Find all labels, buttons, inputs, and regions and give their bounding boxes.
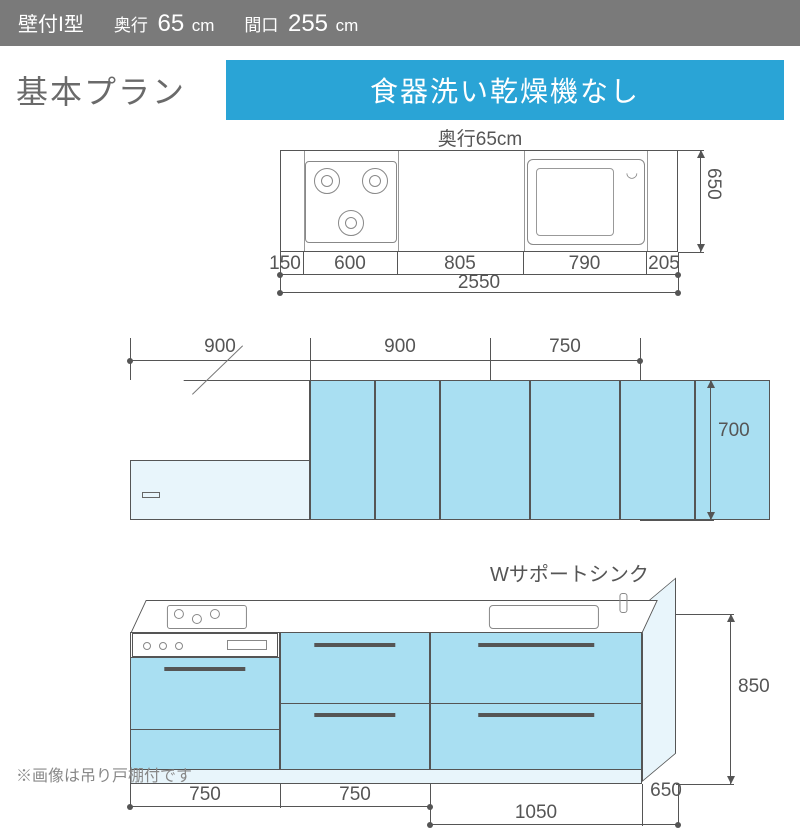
upper-cabinets xyxy=(130,380,640,520)
dim-lower-850: 850 xyxy=(738,676,770,698)
faucet-icon: ◡ xyxy=(626,164,638,181)
dim-lower-1050: 1050 xyxy=(430,802,642,824)
stove-controls xyxy=(132,633,278,657)
dim-upper-750: 750 xyxy=(490,336,640,358)
cooktop-icon xyxy=(305,161,397,243)
depth-caption: 奥行65cm xyxy=(400,124,560,151)
option-badge: 食器洗い乾燥機なし xyxy=(226,60,784,120)
upper-panel xyxy=(530,380,620,520)
dim-2550: 2550 xyxy=(280,272,678,294)
upper-panel xyxy=(620,380,695,520)
dim-upper-900a: 900 xyxy=(130,336,310,358)
dim-lower-750a: 750 xyxy=(130,784,280,806)
countertop xyxy=(130,600,658,634)
stove-section xyxy=(130,632,280,770)
width-spec: 間口 255 cm xyxy=(244,10,358,38)
header-bar: 壁付Ⅰ型 奥行 65 cm 間口 255 cm xyxy=(0,0,800,46)
range-hood xyxy=(130,380,310,520)
layout-type: 壁付Ⅰ型 xyxy=(18,8,84,37)
dim-lower-750b: 750 xyxy=(280,784,430,806)
dim-depth-650: 650 xyxy=(702,168,724,200)
drawer-section xyxy=(280,632,430,770)
upper-panel xyxy=(695,380,770,520)
sink-label: Wサポートシンク xyxy=(490,558,649,587)
plan-top-view: ◡ xyxy=(280,150,678,252)
faucet-mini-icon xyxy=(619,593,627,613)
depth-spec: 奥行 65 cm xyxy=(114,10,215,38)
sink-icon: ◡ xyxy=(527,159,645,245)
plan-title: 基本プラン xyxy=(16,67,186,113)
title-row: 基本プラン 食器洗い乾燥機なし xyxy=(0,46,800,120)
sink-section xyxy=(430,632,642,770)
dim-upper-700: 700 xyxy=(718,420,750,442)
lower-cabinets xyxy=(130,600,642,770)
footnote: ※画像は吊り戸棚付です xyxy=(16,762,192,786)
diagram-area: 奥行65cm ◡ 650 150 600 805 790 205 2550 90… xyxy=(0,120,800,800)
kick-plate xyxy=(130,770,642,784)
sink-mini-icon xyxy=(489,605,599,629)
dim-upper-900b: 900 xyxy=(310,336,490,358)
upper-panel xyxy=(310,380,375,520)
upper-panel xyxy=(375,380,440,520)
upper-panel xyxy=(440,380,530,520)
cooktop-mini-icon xyxy=(167,605,247,629)
